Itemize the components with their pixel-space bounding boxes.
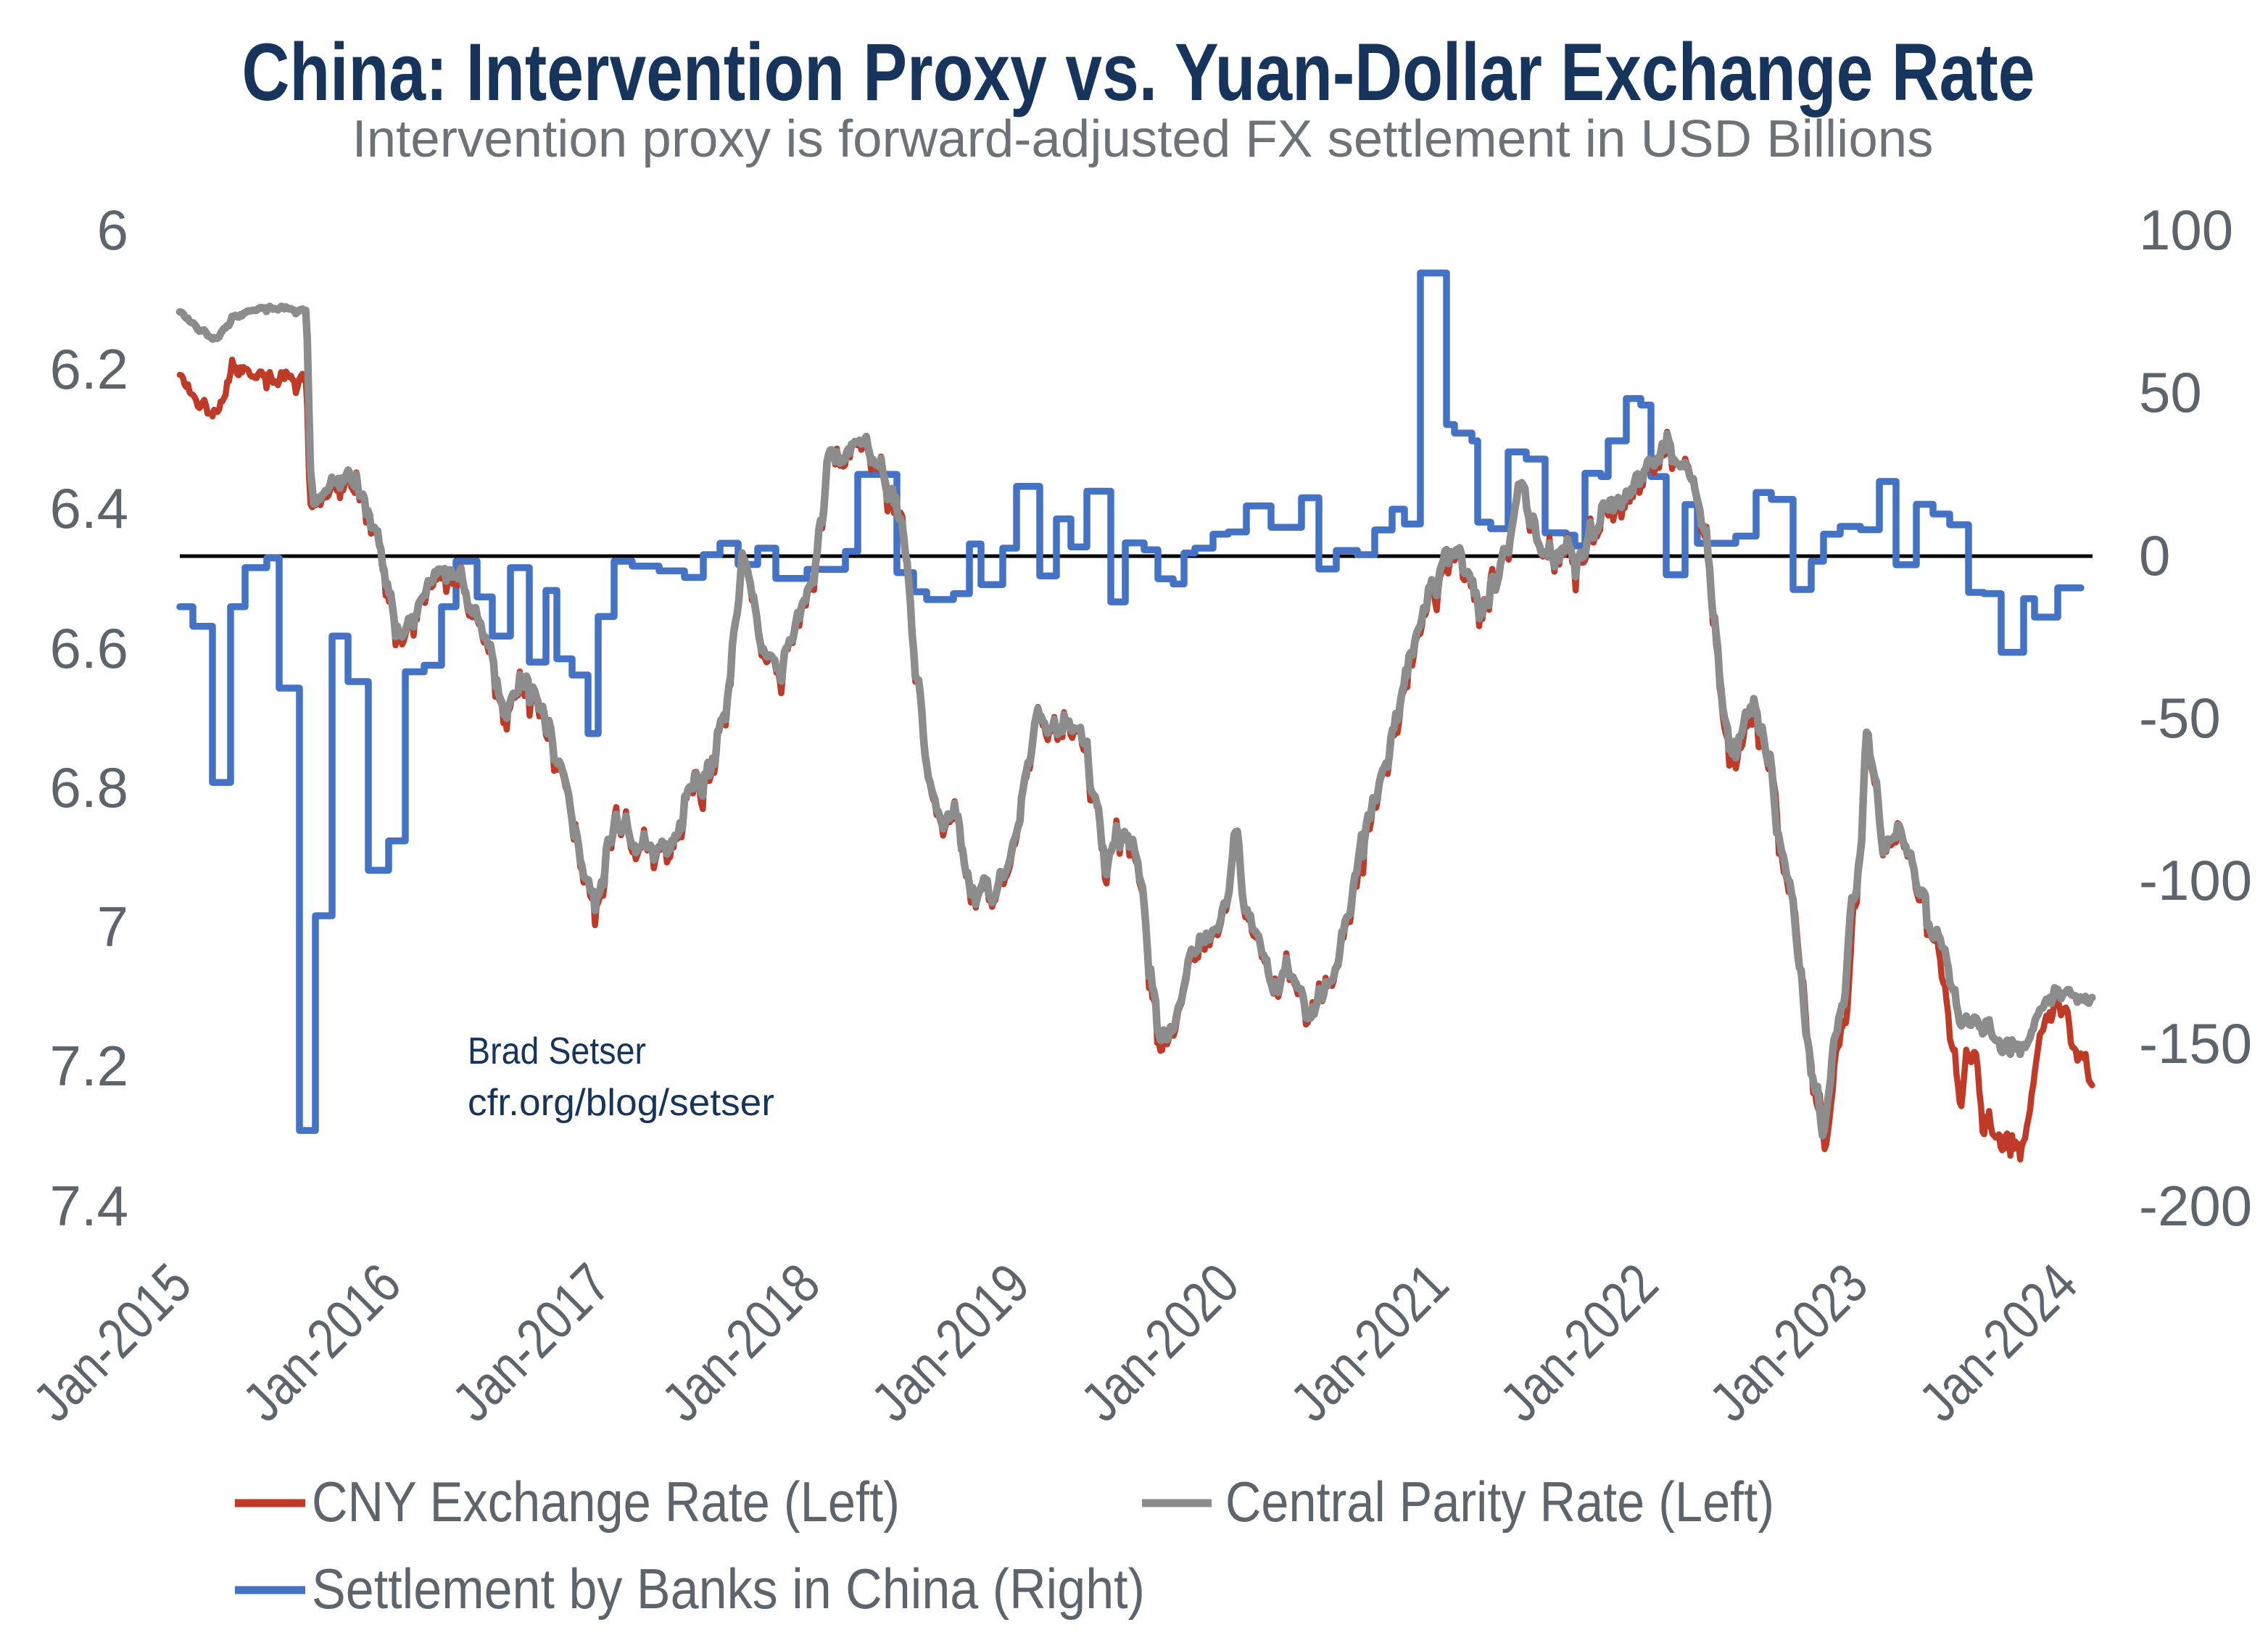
svg-text:Settlement by Banks in China (: Settlement by Banks in China (Right) [312, 1557, 1145, 1621]
svg-text:6: 6 [97, 198, 128, 262]
svg-text:0: 0 [2139, 524, 2170, 587]
svg-text:cfr.org/blog/setser: cfr.org/blog/setser [468, 1082, 774, 1124]
svg-text:6.2: 6.2 [50, 337, 128, 401]
svg-text:-100: -100 [2139, 848, 2252, 912]
svg-text:-50: -50 [2139, 686, 2221, 750]
svg-text:6.4: 6.4 [50, 476, 128, 540]
svg-text:CNY Exchange Rate (Left): CNY Exchange Rate (Left) [312, 1470, 900, 1534]
svg-text:-150: -150 [2139, 1011, 2252, 1075]
svg-text:Brad Setser: Brad Setser [468, 1030, 646, 1072]
svg-text:6.6: 6.6 [50, 616, 128, 680]
svg-text:China: Intervention Proxy vs.: China: Intervention Proxy vs. Yuan-Dolla… [242, 27, 2035, 117]
svg-text:7.4: 7.4 [50, 1174, 128, 1238]
svg-text:50: 50 [2139, 360, 2202, 424]
svg-text:7.2: 7.2 [50, 1034, 128, 1098]
svg-text:Central Parity Rate (Left): Central Parity Rate (Left) [1225, 1470, 1774, 1534]
svg-text:7: 7 [97, 895, 128, 959]
svg-text:Intervention proxy is forward-: Intervention proxy is forward-adjusted F… [352, 110, 1934, 168]
svg-text:-200: -200 [2139, 1174, 2252, 1238]
svg-text:6.8: 6.8 [50, 756, 128, 819]
svg-text:100: 100 [2139, 198, 2233, 262]
